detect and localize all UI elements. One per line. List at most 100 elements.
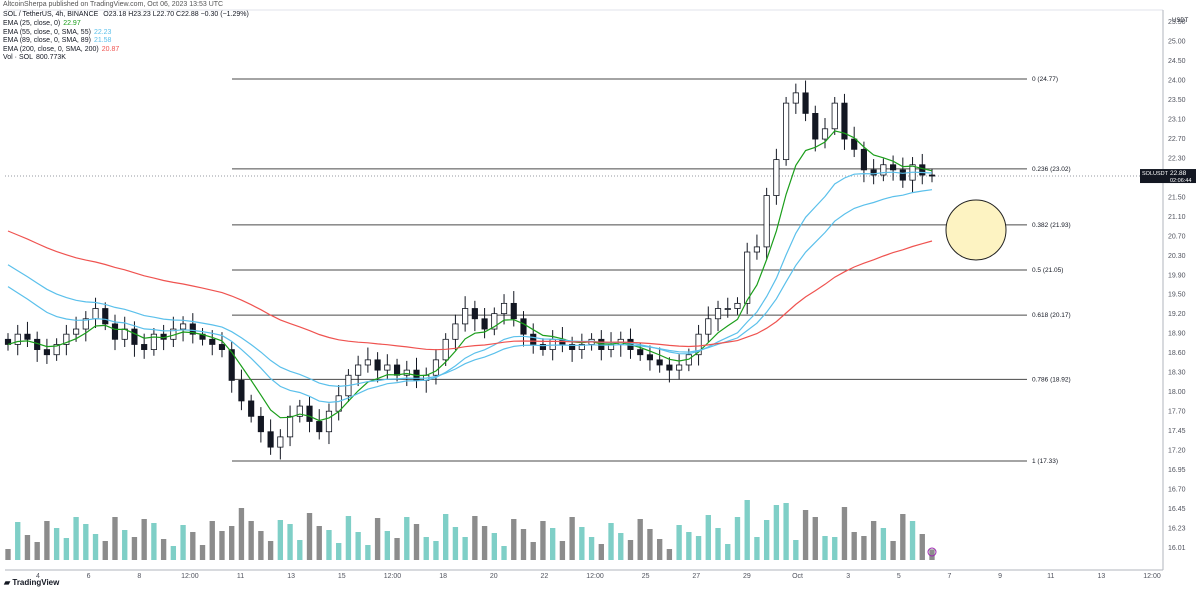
x-tick-label: 7 xyxy=(948,573,952,580)
indicator-legend-item[interactable]: Vol · SOL 800.773K xyxy=(3,54,69,62)
candle-body xyxy=(792,92,799,104)
candle-body xyxy=(306,405,313,422)
volume-bar xyxy=(501,546,507,560)
volume-bar xyxy=(141,519,147,560)
indicator-value: 22.23 xyxy=(93,28,112,36)
x-tick-label: 8 xyxy=(137,573,141,580)
fib-level-label: 0 (24.77) xyxy=(1032,76,1058,83)
volume-bar xyxy=(618,533,624,560)
x-tick-label: 9 xyxy=(998,573,1002,580)
candle-body xyxy=(890,164,897,171)
candle-body xyxy=(578,344,585,350)
ema-89-line xyxy=(7,189,933,388)
candle-body xyxy=(530,333,537,345)
candle-body xyxy=(131,328,138,345)
volume-bar xyxy=(880,528,887,560)
indicator-label: Vol · SOL xyxy=(3,54,33,61)
volume-bar xyxy=(744,500,750,560)
volume-bar xyxy=(423,537,429,560)
volume-bar xyxy=(248,521,254,560)
volume-bar xyxy=(520,529,527,560)
volume-bar xyxy=(345,516,352,560)
volume-bar xyxy=(355,532,361,560)
indicator-legend-item[interactable]: EMA (89, close, 0, SMA, 89) 21.58 xyxy=(3,37,114,45)
volume-bar xyxy=(841,507,848,560)
volume-bar xyxy=(151,523,157,560)
ema-200-line xyxy=(7,230,933,351)
volume-bar xyxy=(608,523,614,560)
candle-body xyxy=(228,349,235,381)
x-tick-label: 27 xyxy=(692,573,700,580)
candle-body xyxy=(141,344,148,350)
volume-bar xyxy=(384,531,391,560)
volume-bar xyxy=(890,541,896,560)
volume-bar xyxy=(326,530,332,560)
candle-body xyxy=(500,302,508,315)
candle-body xyxy=(510,302,517,320)
indicator-legend-item[interactable]: EMA (55, close, 0, SMA, 55) 22.23 xyxy=(3,29,114,37)
volume-bar xyxy=(219,531,225,560)
volume-bar xyxy=(63,538,70,560)
volume-bar xyxy=(15,522,21,560)
candle-body xyxy=(238,379,245,402)
fib-level-label: 0.382 (21.93) xyxy=(1032,222,1071,229)
candle-body xyxy=(666,364,673,371)
published-line: AltcoinSherpa published on TradingView.c… xyxy=(3,1,224,8)
volume-bar xyxy=(112,517,118,560)
y-tick-label: 25.00 xyxy=(1168,38,1186,45)
volume-bar xyxy=(199,545,206,560)
volume-bar xyxy=(491,533,497,560)
candle-body xyxy=(491,313,498,330)
candle-body xyxy=(802,92,809,114)
candle-body xyxy=(296,405,303,417)
y-tick-label: 17.20 xyxy=(1168,448,1186,455)
volume-bar xyxy=(832,537,838,560)
candle-body xyxy=(73,328,80,335)
candle-body xyxy=(539,344,547,350)
candle-body xyxy=(267,431,274,448)
x-tick-label: 11 xyxy=(1047,573,1054,580)
candle-body xyxy=(831,102,838,130)
candle-body xyxy=(860,148,867,171)
candle-body xyxy=(316,421,323,433)
volume-bar xyxy=(822,536,828,560)
indicator-legend-item[interactable]: EMA (200, close, 0, SMA, 200) 20.87 xyxy=(3,46,122,54)
x-tick-label: 11 xyxy=(237,573,244,580)
volume-bar xyxy=(851,532,857,560)
volume-bar xyxy=(160,539,167,560)
volume-bar xyxy=(131,537,138,560)
price-tag-symbol: SOLUSDT xyxy=(1142,171,1169,177)
volume-bar xyxy=(229,526,235,560)
candle-body xyxy=(111,323,119,340)
x-tick-label: 25 xyxy=(642,573,650,580)
fib-level-label: 1 (17.33) xyxy=(1032,458,1058,465)
candle-body xyxy=(374,359,381,371)
y-tick-label: 18.90 xyxy=(1168,331,1186,338)
indicator-value: 21.58 xyxy=(93,37,112,44)
volume-bar xyxy=(725,544,731,560)
y-tick-label: 24.00 xyxy=(1168,77,1186,84)
indicator-legend-item[interactable]: EMA (25, close, 0) 22.97 xyxy=(3,20,84,28)
volume-bar xyxy=(277,520,284,560)
volume-bar xyxy=(209,521,215,560)
candle-body xyxy=(364,359,371,366)
symbol-title[interactable]: SOL / TetherUS, 4h, BINANCE xyxy=(3,11,99,18)
symbol-line: SOL / TetherUS, 4h, BINANCE O23.18 H23.2… xyxy=(3,11,252,19)
y-tick-label: 17.45 xyxy=(1168,428,1186,435)
volume-bar xyxy=(92,534,99,560)
y-tick-label: 17.70 xyxy=(1168,409,1186,416)
candle-body xyxy=(179,323,187,330)
volume-bar xyxy=(676,525,682,560)
ohlc-values: O23.18 H23.23 L22.70 C22.88 −0.30 (−1.29… xyxy=(103,11,249,18)
volume-bar xyxy=(24,535,31,560)
x-tick-label: 22 xyxy=(540,573,548,580)
candle-body xyxy=(393,364,401,376)
y-tick-label: 20.30 xyxy=(1168,253,1186,260)
candle-body xyxy=(744,251,751,304)
candle-body xyxy=(569,344,576,350)
y-tick-label: 16.95 xyxy=(1168,467,1186,474)
candle-body xyxy=(783,102,790,161)
volume-bar xyxy=(238,508,245,560)
x-tick-label: 13 xyxy=(287,573,295,580)
